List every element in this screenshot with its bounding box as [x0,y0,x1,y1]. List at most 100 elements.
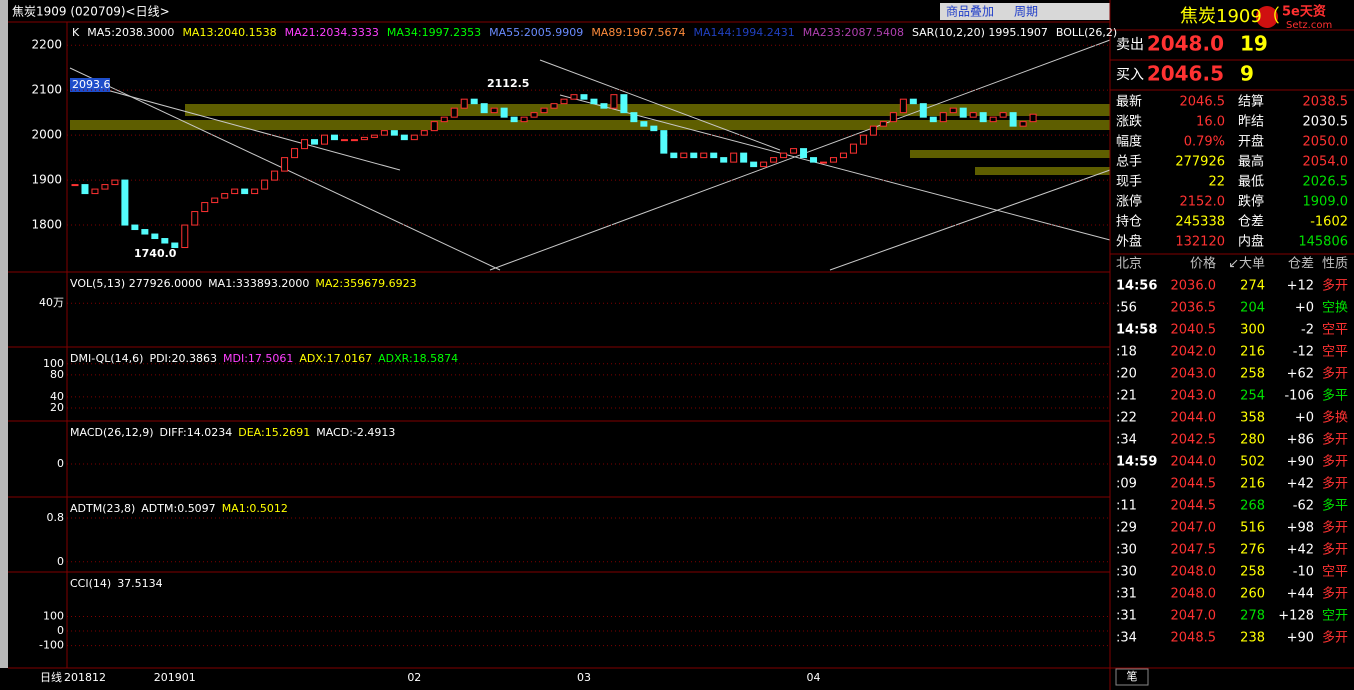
tick-cell: +0 [1295,411,1314,426]
candle-body [231,188,239,195]
channel-lines [69,39,1111,271]
tick-cell: :21 [1116,389,1137,404]
tick-header: 性质 [1322,257,1348,272]
quote-value: -1602 [1310,215,1348,230]
order-label: 卖出 [1116,37,1144,53]
candle-body [810,157,818,163]
candle-body [390,130,398,136]
candle-body [650,125,658,132]
candle-body [630,112,638,123]
tick-cell: -2 [1301,323,1314,338]
quote-value: 1909.0 [1303,195,1349,210]
candle-body [71,184,79,187]
tick-cell: 216 [1240,477,1265,492]
candle-body [251,188,259,195]
y-tick-label: 0 [57,555,64,568]
quote-label: 现手 [1116,175,1142,190]
candle-body [151,233,159,240]
period-button[interactable]: 周期 [1014,5,1038,19]
tick-cell: 多开 [1322,586,1348,602]
tick-cell: 2044.0 [1171,411,1217,426]
quote-label: 总手 [1116,155,1142,170]
tick-header: 价格 [1190,256,1216,272]
tick-cell: :56 [1116,301,1137,316]
quote-value: 245338 [1175,215,1225,230]
candle-body [420,130,428,136]
tick-cell: +0 [1295,301,1314,316]
candle-body [350,139,358,142]
order-volume: 9 [1240,62,1254,86]
x-axis-label: 日线 [40,670,62,684]
tick-cell: :09 [1116,477,1137,492]
tick-cell: +62 [1287,367,1314,382]
y-tick-label: 2100 [31,83,62,97]
tick-cell: 204 [1240,301,1265,316]
tick-cell: 2042.0 [1171,345,1217,360]
tick-cell: :34 [1116,631,1137,646]
legend-entry: MA21:2034.3333 [285,26,379,39]
tick-cell: 空开 [1322,609,1348,624]
candle-body [790,148,798,154]
overlay-button[interactable]: 商品叠加 [946,4,994,19]
candle-body [281,157,289,172]
tick-cell: :20 [1116,367,1137,382]
candle-body [780,152,788,159]
y-tick-label: 40 [50,390,64,403]
candle-body [740,152,748,163]
legend-entry: MACD(26,12,9) [70,426,154,439]
candle-body [500,107,508,118]
candle-body [1029,113,1037,123]
tick-cell: +44 [1287,587,1314,602]
candle-body [470,98,478,105]
legend-entry: ADTM:0.5097 [141,502,215,515]
tick-cell: 2043.0 [1171,389,1217,404]
tick-cell: 260 [1240,587,1265,602]
tick-cell: 258 [1240,565,1265,580]
pane-legend: DMI-QL(14,6) PDI:20.3863 MDI:17.5061 ADX:17… [70,352,458,365]
candle-body [460,98,468,109]
tick-cell: -106 [1284,389,1314,404]
x-tick-label: 201812 [64,671,106,684]
annotation: 2093.6 [72,78,111,91]
tick-cell: 278 [1240,609,1265,624]
candle-body [979,112,987,123]
tick-header: ↙大单 [1228,257,1265,272]
legend-entry: MDI:17.5061 [223,352,293,365]
tick-cell: +98 [1287,521,1314,536]
candle-body [311,139,319,145]
candle-body [770,157,778,163]
tick-cell: :29 [1116,521,1137,536]
candle-body [640,121,648,127]
candle-body [720,157,728,163]
legend-entry: MACD:-2.4913 [316,426,395,439]
pane-legend: MACD(26,12,9) DIFF:14.0234 DEA:15.2691 MACD… [70,426,395,439]
tick-cell: 216 [1240,345,1265,360]
tick-cell: +90 [1287,631,1314,646]
legend-entry: BOLL(26,2) [1056,26,1117,39]
tick-cell: :30 [1116,565,1137,580]
tick-cell: 276 [1240,543,1265,558]
legend-entry: MA1:0.5012 [222,502,288,515]
y-tick-label: 1800 [31,218,62,232]
y-tick-label: 40万 [39,296,64,309]
quote-label: 涨停 [1116,194,1142,210]
candle-body [750,161,758,168]
quote-value: 277926 [1175,155,1225,170]
quote-label: 开盘 [1238,134,1264,150]
tick-header: 仓差 [1288,257,1314,272]
tick-cell: 280 [1240,433,1265,448]
tick-cell: :31 [1116,609,1137,624]
candle-body [370,134,378,138]
y-tick-label: 0.8 [47,511,65,524]
order-price: 2048.0 [1147,32,1224,56]
candle-body [580,94,588,100]
candle-body [839,152,847,159]
candle-body [440,116,448,123]
candle-body [291,148,299,159]
legend-entry: 37.5134 [117,577,163,590]
quote-value: 2046.5 [1180,95,1226,110]
candle-body [700,152,708,159]
quote-label: 最低 [1238,175,1264,190]
tick-cell: :22 [1116,411,1137,426]
